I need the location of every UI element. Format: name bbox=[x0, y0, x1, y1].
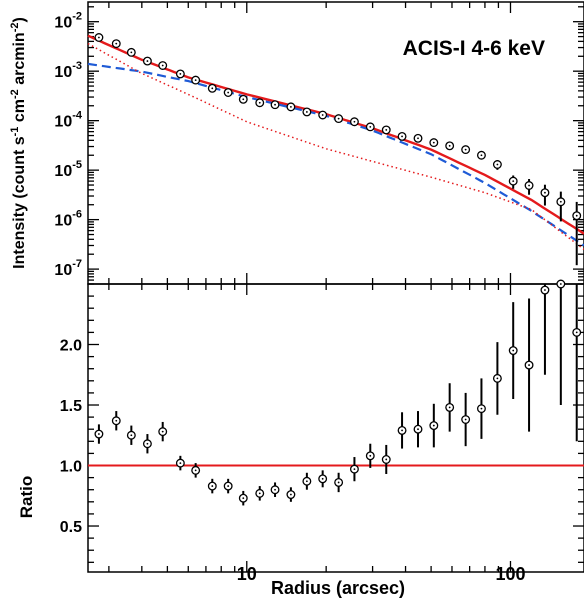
data-point bbox=[524, 179, 534, 195]
x-tick-label: 100 bbox=[495, 564, 525, 584]
data-point bbox=[492, 342, 502, 415]
y-tick-label: 1.5 bbox=[60, 398, 82, 415]
data-point bbox=[126, 425, 136, 445]
data-point bbox=[349, 117, 359, 127]
data-point bbox=[381, 444, 391, 474]
data-point bbox=[255, 486, 265, 501]
y-tick-label: 10-4 bbox=[54, 110, 82, 131]
data-point bbox=[461, 145, 471, 155]
ratio-data-points bbox=[94, 279, 582, 506]
y-tick-label: 10-7 bbox=[54, 258, 82, 279]
model-curve-dashed bbox=[87, 62, 584, 247]
data-point bbox=[207, 83, 217, 93]
data-point bbox=[207, 478, 217, 494]
data-point bbox=[492, 160, 502, 170]
ratio-plot-frame bbox=[87, 283, 584, 573]
data-point bbox=[556, 191, 566, 222]
data-point bbox=[334, 472, 344, 493]
data-point bbox=[175, 69, 185, 79]
data-point bbox=[445, 383, 455, 432]
intensity-y-axis-label: Intensity (count s-1 cm-2 arcmin-2) bbox=[9, 17, 28, 269]
data-point bbox=[111, 39, 121, 49]
y-tick-label: 10-5 bbox=[54, 159, 82, 180]
data-point bbox=[365, 443, 375, 468]
data-point bbox=[286, 102, 296, 112]
x-axis-label: Radius (arcsec) bbox=[271, 578, 405, 598]
data-point bbox=[238, 490, 248, 506]
intensity-panel: 10-710-610-510-410-310-2 ACIS-I 4-6 keV … bbox=[9, 1, 584, 285]
data-point bbox=[429, 138, 439, 148]
data-point bbox=[476, 378, 486, 439]
data-point bbox=[191, 463, 201, 478]
data-point bbox=[142, 434, 152, 454]
data-point bbox=[540, 284, 550, 375]
intensity-y-tick-labels: 10-7 10-6 10-5 10-4 10-3 10-2 bbox=[54, 11, 82, 279]
data-point bbox=[94, 33, 104, 42]
model-curve-dotted bbox=[87, 42, 584, 250]
y-tick-label: 0.5 bbox=[60, 519, 82, 536]
data-point bbox=[429, 403, 439, 448]
y-tick-label: 10-6 bbox=[54, 209, 82, 230]
data-point bbox=[238, 94, 248, 104]
x-tick-label: 10 bbox=[237, 564, 257, 584]
y-tick-label: 1.0 bbox=[60, 459, 82, 476]
data-point bbox=[445, 141, 455, 151]
data-point bbox=[223, 478, 233, 494]
data-point bbox=[540, 184, 550, 206]
data-point bbox=[524, 298, 534, 432]
y-tick-label: 10-2 bbox=[54, 11, 82, 32]
data-point bbox=[270, 100, 280, 110]
data-point bbox=[255, 98, 265, 108]
data-point bbox=[286, 487, 296, 502]
data-point bbox=[318, 470, 328, 488]
data-point bbox=[270, 482, 280, 497]
data-point bbox=[334, 114, 344, 124]
data-point bbox=[461, 392, 471, 447]
data-point bbox=[302, 472, 312, 490]
data-point bbox=[508, 175, 518, 189]
data-point bbox=[111, 411, 121, 431]
data-point bbox=[397, 412, 407, 449]
data-point bbox=[365, 122, 375, 132]
data-point bbox=[126, 47, 136, 57]
data-point bbox=[413, 133, 423, 143]
intensity-ticks bbox=[88, 2, 584, 285]
data-point bbox=[349, 457, 359, 482]
data-point bbox=[175, 455, 185, 471]
data-point bbox=[508, 302, 518, 399]
ratio-y-tick-labels: 0.5 1.0 1.5 2.0 bbox=[60, 338, 82, 537]
data-point bbox=[381, 125, 391, 135]
data-point bbox=[556, 279, 566, 406]
data-point bbox=[318, 110, 328, 120]
data-point bbox=[302, 107, 312, 117]
data-point bbox=[191, 75, 201, 85]
y-tick-label: 10-3 bbox=[54, 60, 82, 81]
data-point bbox=[572, 201, 582, 266]
data-point bbox=[94, 424, 104, 444]
y-tick-label: 2.0 bbox=[60, 338, 82, 355]
x-tick-labels: 10 100 bbox=[237, 564, 526, 584]
data-point bbox=[572, 284, 582, 442]
data-point bbox=[413, 411, 423, 448]
ratio-y-axis-label: Ratio bbox=[17, 476, 36, 519]
data-point bbox=[223, 88, 233, 97]
panel-annotation: ACIS-I 4-6 keV bbox=[403, 37, 545, 60]
ratio-panel: 0.5 1.0 1.5 2.0 10 100 Ratio Radius (arcsec) bbox=[17, 279, 584, 598]
intensity-data-points bbox=[94, 33, 582, 266]
data-point bbox=[397, 131, 407, 141]
data-point bbox=[476, 150, 486, 160]
data-point bbox=[142, 56, 152, 66]
data-point bbox=[158, 61, 168, 70]
data-point bbox=[158, 421, 168, 442]
